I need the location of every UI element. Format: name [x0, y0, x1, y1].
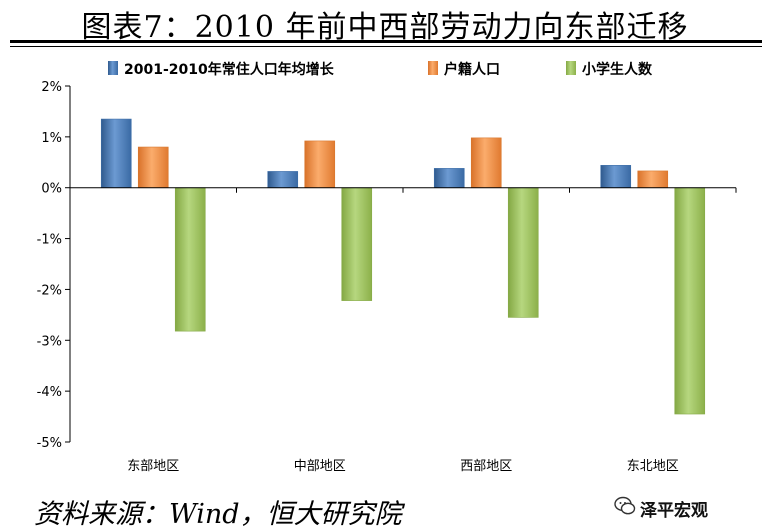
bar-series-1-cat-2	[470, 137, 502, 189]
category-label: 东北地区	[627, 459, 679, 474]
title-rule-thick	[10, 40, 762, 43]
bar-series-2-cat-0	[174, 187, 206, 332]
bar-series-2-cat-3	[674, 187, 706, 415]
legend-swatch-series-2	[566, 61, 576, 75]
y-tick-label: -5%	[37, 436, 62, 451]
chart-title: 图表7：2010 年前中西部劳动力向东部迁移	[81, 10, 689, 45]
legend: 2001-2010年常住人口年均增长 户籍人口 小学生人数	[108, 61, 653, 78]
title-rule-thin	[10, 46, 762, 47]
legend-label-series-1: 户籍人口	[444, 61, 500, 78]
bar-series-0-cat-3	[600, 165, 632, 189]
legend-swatch-series-1	[428, 61, 438, 75]
legend-swatch-series-0	[108, 61, 118, 75]
bar-series-0-cat-2	[433, 168, 465, 189]
source-note: 资料来源：Wind，恒大研究院	[34, 499, 402, 530]
y-tick-label: -1%	[37, 233, 62, 248]
bar-series-1-cat-0	[137, 146, 169, 189]
legend-label-series-0: 2001-2010年常住人口年均增长	[124, 61, 335, 78]
bar-series-1-cat-3	[637, 170, 669, 189]
y-tick-label: -3%	[37, 334, 62, 349]
category-label: 东部地区	[127, 459, 179, 474]
y-tick-label: -4%	[37, 385, 62, 400]
bar-series-2-cat-2	[507, 187, 539, 318]
bar-series-1-cat-1	[304, 140, 336, 189]
wechat-icon	[614, 496, 636, 515]
y-tick-label: -2%	[37, 283, 62, 298]
category-label: 中部地区	[294, 459, 346, 474]
y-tick-label: 2%	[41, 80, 62, 95]
legend-label-series-2: 小学生人数	[582, 61, 653, 78]
category-label: 西部地区	[460, 459, 512, 474]
y-tick-label: 1%	[41, 131, 62, 146]
bar-series-2-cat-1	[341, 187, 373, 301]
bar-series-0-cat-1	[267, 171, 299, 189]
watermark-text: 泽平宏观	[640, 501, 708, 521]
y-tick-label: 0%	[41, 182, 62, 197]
bar-series-0-cat-0	[100, 118, 132, 189]
plot-area: 2% 1% 0% -1% -2% -3% -4% -5% 东部地区 中部地区 西部地区 东北地区	[37, 80, 737, 474]
